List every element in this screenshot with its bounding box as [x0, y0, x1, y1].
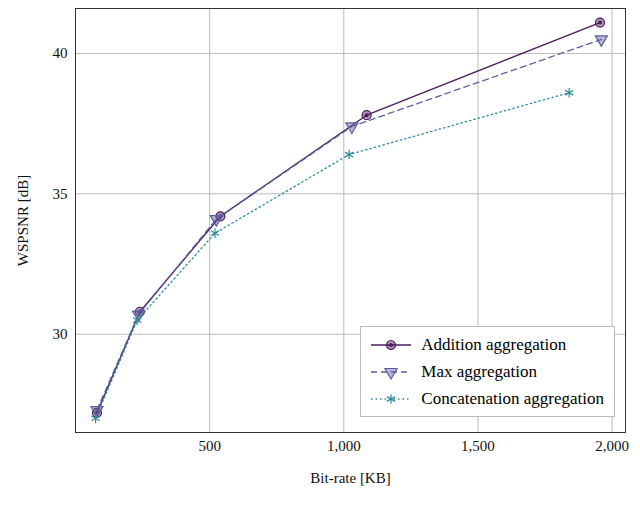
- svg-text:40: 40: [53, 45, 68, 61]
- svg-text:1,500: 1,500: [461, 438, 495, 454]
- svg-text:2,000: 2,000: [595, 438, 629, 454]
- svg-text:1,000: 1,000: [327, 438, 361, 454]
- svg-text:500: 500: [198, 438, 221, 454]
- svg-text:WSPSNR [dB]: WSPSNR [dB]: [15, 175, 31, 266]
- html-text:Max aggregation: Max aggregation: [421, 361, 537, 381]
- html-text:Concatenation aggregation: Concatenation aggregation: [421, 388, 604, 408]
- svg-text:35: 35: [53, 186, 68, 202]
- svg-text:Bit-rate [KB]: Bit-rate [KB]: [310, 470, 390, 486]
- svg-text:30: 30: [53, 326, 68, 342]
- html-text:Addition aggregation: Addition aggregation: [421, 334, 567, 354]
